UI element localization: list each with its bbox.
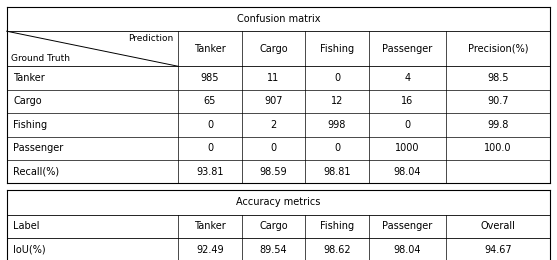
Text: 100.0: 100.0 <box>484 143 512 153</box>
Text: Overall: Overall <box>481 221 515 231</box>
Text: 11: 11 <box>267 73 280 83</box>
Text: 0: 0 <box>207 120 213 130</box>
Text: 16: 16 <box>401 96 413 106</box>
Text: 2: 2 <box>270 120 277 130</box>
Text: 98.62: 98.62 <box>323 245 351 255</box>
Text: 92.49: 92.49 <box>196 245 224 255</box>
Text: 0: 0 <box>334 143 340 153</box>
Text: 98.04: 98.04 <box>393 167 421 177</box>
Text: 98.04: 98.04 <box>393 245 421 255</box>
Text: Passenger: Passenger <box>13 143 63 153</box>
Text: Passenger: Passenger <box>382 221 432 231</box>
Text: Recall(%): Recall(%) <box>13 167 60 177</box>
Text: IoU(%): IoU(%) <box>13 245 46 255</box>
Text: 0: 0 <box>334 73 340 83</box>
Text: Accuracy metrics: Accuracy metrics <box>236 197 321 207</box>
Text: 93.81: 93.81 <box>196 167 224 177</box>
Text: 0: 0 <box>207 143 213 153</box>
Text: 12: 12 <box>331 96 343 106</box>
Text: Tanker: Tanker <box>194 221 226 231</box>
Text: Prediction: Prediction <box>129 34 174 43</box>
Text: Confusion matrix: Confusion matrix <box>237 14 320 24</box>
Text: 98.59: 98.59 <box>260 167 287 177</box>
Text: 985: 985 <box>201 73 219 83</box>
Text: 98.81: 98.81 <box>323 167 351 177</box>
Text: Tanker: Tanker <box>194 44 226 54</box>
Text: 998: 998 <box>328 120 346 130</box>
Text: Fishing: Fishing <box>320 221 354 231</box>
Text: 98.5: 98.5 <box>487 73 509 83</box>
Text: 90.7: 90.7 <box>487 96 509 106</box>
Text: 65: 65 <box>204 96 216 106</box>
Text: Tanker: Tanker <box>13 73 45 83</box>
Text: Cargo: Cargo <box>13 96 42 106</box>
Text: 1000: 1000 <box>395 143 419 153</box>
Text: Cargo: Cargo <box>259 44 288 54</box>
Text: Ground Truth: Ground Truth <box>11 54 70 63</box>
Text: Fishing: Fishing <box>13 120 47 130</box>
Text: 907: 907 <box>264 96 283 106</box>
Text: Label: Label <box>13 221 40 231</box>
Text: 0: 0 <box>404 120 410 130</box>
Text: Fishing: Fishing <box>320 44 354 54</box>
Text: Cargo: Cargo <box>259 221 288 231</box>
Text: Precision(%): Precision(%) <box>468 44 528 54</box>
Text: 0: 0 <box>271 143 276 153</box>
Text: 4: 4 <box>404 73 410 83</box>
Text: 89.54: 89.54 <box>260 245 287 255</box>
Text: 99.8: 99.8 <box>487 120 509 130</box>
Text: Passenger: Passenger <box>382 44 432 54</box>
Text: 94.67: 94.67 <box>484 245 512 255</box>
